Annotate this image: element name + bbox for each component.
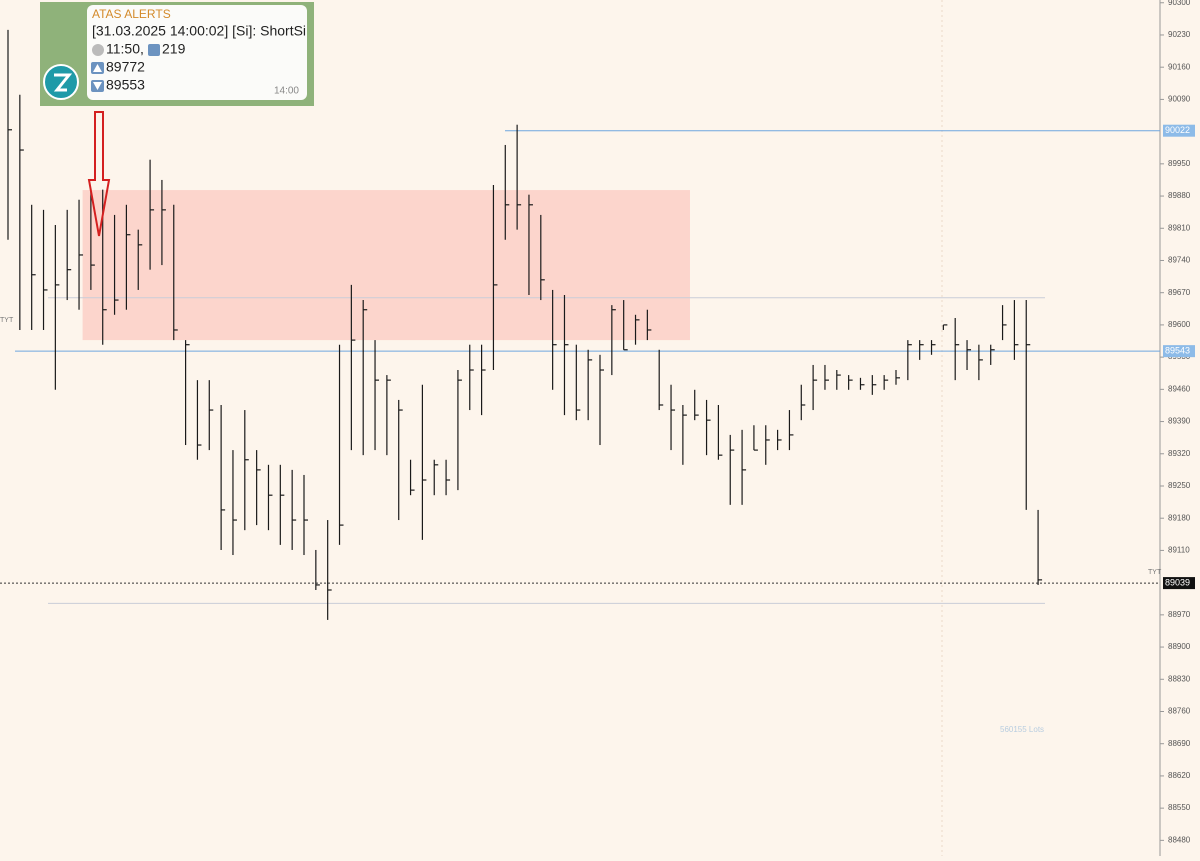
signal-zone: [82, 190, 690, 341]
alert-high: 89772: [106, 59, 145, 75]
y-tick-label: 90090: [1168, 95, 1191, 104]
price-label-bg: [1163, 577, 1195, 590]
y-tick-label: 89670: [1168, 288, 1191, 297]
alert-time: 11:50,: [106, 41, 144, 57]
price-label-bg: [1163, 124, 1195, 137]
y-tick-label: 90300: [1168, 0, 1191, 7]
y-tick-label: 90230: [1168, 30, 1191, 39]
y-tick-label: 89950: [1168, 159, 1191, 168]
y-tick-label: 88900: [1168, 642, 1191, 651]
y-tick-label: 88690: [1168, 739, 1191, 748]
tag: TYT: [0, 317, 14, 324]
y-tick-label: 89460: [1168, 384, 1191, 393]
price-label: 89039: [1165, 577, 1190, 587]
tag: TYT: [1148, 569, 1162, 576]
y-tick-label: 89250: [1168, 481, 1191, 490]
signal-arrow: [87, 111, 111, 237]
y-tick-label: 88480: [1168, 835, 1191, 844]
y-tick-label: 88830: [1168, 674, 1191, 683]
price-label-bg: [1163, 345, 1195, 358]
alert-message: [31.03.2025 14:00:02] [Si]: ShortSi: [92, 23, 306, 39]
alert-title: ATAS ALERTS: [92, 7, 171, 21]
y-tick-label: 88620: [1168, 771, 1191, 780]
y-tick-label: 89740: [1168, 256, 1191, 265]
y-tick-label: 89180: [1168, 513, 1191, 522]
up-glyph: [93, 64, 102, 72]
alert-count: 219: [162, 41, 186, 57]
down-glyph: [93, 82, 102, 90]
price-label: 90022: [1165, 125, 1190, 135]
y-tick-label: 88760: [1168, 707, 1191, 716]
alert-logo: [43, 64, 79, 100]
y-tick-label: 89810: [1168, 223, 1191, 232]
alert-low: 89553: [106, 77, 145, 93]
y-tick-label: 90160: [1168, 62, 1191, 71]
y-tick-label: 89110: [1168, 546, 1190, 555]
y-tick-label: 88550: [1168, 803, 1191, 812]
y-tick-label: 88970: [1168, 610, 1191, 619]
y-tick-label: 89600: [1168, 320, 1191, 329]
y-tick-label: 89320: [1168, 449, 1191, 458]
clock-icon: [92, 44, 104, 56]
alert-box: [87, 5, 307, 100]
count-icon: [148, 44, 160, 56]
logo-glyph: [53, 73, 73, 92]
alert-stamp: 14:00: [274, 86, 299, 97]
price-label: 89543: [1165, 346, 1190, 356]
volume-note: 560155 Lots: [1000, 725, 1044, 734]
y-tick-label: 89880: [1168, 191, 1191, 200]
alert-popup: ATAS ALERTS [31.03.2025 14:00:02] [Si]: …: [40, 2, 314, 106]
y-tick-label: 89390: [1168, 417, 1191, 426]
